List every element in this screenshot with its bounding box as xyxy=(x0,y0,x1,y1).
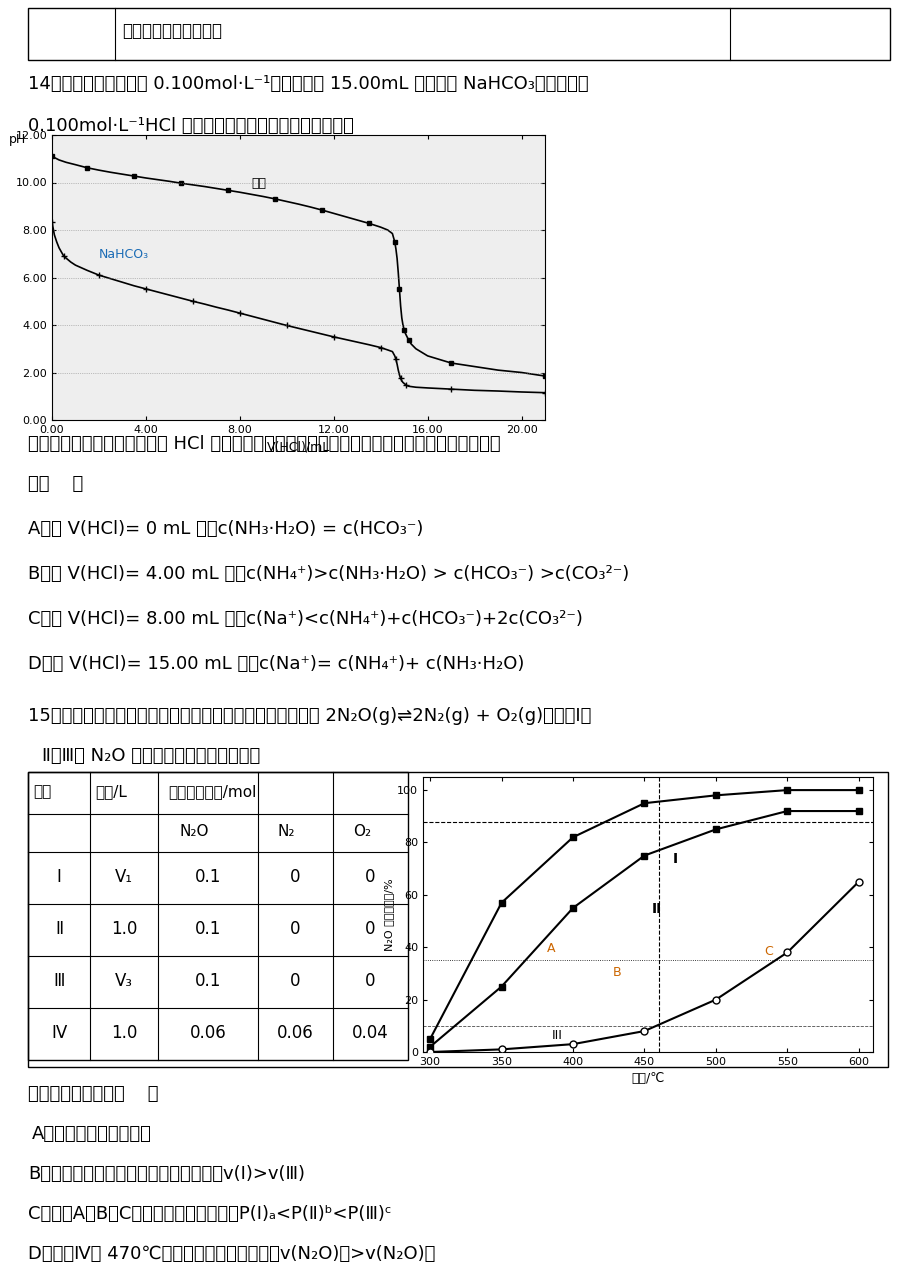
Text: Ⅰ: Ⅰ xyxy=(56,868,62,885)
Text: 下列说法正确的是（    ）: 下列说法正确的是（ ） xyxy=(28,1085,158,1103)
Text: 起始物质的量/mol: 起始物质的量/mol xyxy=(168,784,256,799)
Text: 15．在四个恒容密闭容器中按左下表相应量充入气体，发生 2N₂O(g)⇌2N₂(g) + O₂(g)，容器Ⅰ、: 15．在四个恒容密闭容器中按左下表相应量充入气体，发生 2N₂O(g)⇌2N₂(… xyxy=(28,707,591,725)
Text: 0.1: 0.1 xyxy=(195,920,221,938)
X-axis label: V(HCl)/mL: V(HCl)/mL xyxy=(267,441,330,454)
Text: 容器: 容器 xyxy=(33,784,51,799)
Y-axis label: N₂O 平衡转化率/%: N₂O 平衡转化率/% xyxy=(384,878,394,950)
Text: V₃: V₃ xyxy=(115,972,133,990)
Text: 0.1: 0.1 xyxy=(195,868,221,885)
Text: Ⅱ: Ⅱ xyxy=(55,920,63,938)
Text: 0.100mol·L⁻¹HCl 溶液滴定，其滴定曲线如下图所示：: 0.100mol·L⁻¹HCl 溶液滴定，其滴定曲线如下图所示： xyxy=(28,117,354,135)
Text: 14．常温下，浓度均为 0.100mol·L⁻¹、体积均为 15.00mL 的氨水和 NaHCO₃溶液分别用: 14．常温下，浓度均为 0.100mol·L⁻¹、体积均为 15.00mL 的氨… xyxy=(28,75,588,93)
Text: Ⅳ: Ⅳ xyxy=(51,1024,66,1042)
Text: A．当 V(HCl)= 0 mL 时，c(NH₃·H₂O) = c(HCO₃⁻): A．当 V(HCl)= 0 mL 时，c(NH₃·H₂O) = c(HCO₃⁻) xyxy=(28,520,423,538)
Text: 0.04: 0.04 xyxy=(351,1024,388,1042)
Text: B: B xyxy=(612,966,621,978)
Text: 0: 0 xyxy=(364,868,375,885)
Text: 0: 0 xyxy=(289,868,300,885)
Text: Ⅱ、Ⅲ中 N₂O 平衡转化率如右下图所示：: Ⅱ、Ⅲ中 N₂O 平衡转化率如右下图所示： xyxy=(42,747,260,764)
Text: 0.1: 0.1 xyxy=(195,972,221,990)
Text: A: A xyxy=(547,943,555,956)
Text: O₂: O₂ xyxy=(353,824,370,840)
Text: D．当 V(HCl)= 15.00 mL 时，c(Na⁺)= c(NH₄⁺)+ c(NH₃·H₂O): D．当 V(HCl)= 15.00 mL 时，c(Na⁺)= c(NH₄⁺)+ … xyxy=(28,655,524,673)
Text: N₂: N₂ xyxy=(278,824,295,840)
Text: V₁: V₁ xyxy=(115,868,133,885)
Text: C: C xyxy=(764,945,772,958)
Text: 1.0: 1.0 xyxy=(110,920,137,938)
Bar xyxy=(28,8,889,60)
Text: 0.06: 0.06 xyxy=(277,1024,313,1042)
Text: 容积/L: 容积/L xyxy=(95,784,127,799)
Text: 0.06: 0.06 xyxy=(189,1024,226,1042)
Text: D．容器Ⅳ在 470℃进行反应时，起始速率：v(N₂O)正>v(N₂O)逆: D．容器Ⅳ在 470℃进行反应时，起始速率：v(N₂O)正>v(N₂O)逆 xyxy=(28,1245,435,1263)
Text: 于试管口，试纸不变蓝: 于试管口，试纸不变蓝 xyxy=(122,22,221,39)
Text: Ⅲ: Ⅲ xyxy=(53,972,64,990)
Text: C．当 V(HCl)= 8.00 mL 时，c(Na⁺)<c(NH₄⁺)+c(HCO₃⁻)+2c(CO₃²⁻): C．当 V(HCl)= 8.00 mL 时，c(Na⁺)<c(NH₄⁺)+c(H… xyxy=(28,610,583,628)
Text: 是（    ）: 是（ ） xyxy=(28,475,83,493)
Text: 0: 0 xyxy=(364,972,375,990)
Y-axis label: pH: pH xyxy=(9,134,26,147)
Text: C．图中A、B、C三点处容器内总压强：P(Ⅰ)ₐ<P(Ⅱ)ᵇ<P(Ⅲ)ᶜ: C．图中A、B、C三点处容器内总压强：P(Ⅰ)ₐ<P(Ⅱ)ᵇ<P(Ⅲ)ᶜ xyxy=(28,1205,391,1223)
Text: 氨水: 氨水 xyxy=(251,177,267,190)
Text: B．相同温度下反应时，平均反应速率：v(Ⅰ)>v(Ⅲ): B．相同温度下反应时，平均反应速率：v(Ⅰ)>v(Ⅲ) xyxy=(28,1164,305,1184)
Text: A．该反应的正反应放热: A．该反应的正反应放热 xyxy=(32,1125,152,1143)
Text: 当两溶液中均滴入相同体积的 HCl 溶液时，相应的两溶液中微粒的物质的量浓度关系一定正确的: 当两溶液中均滴入相同体积的 HCl 溶液时，相应的两溶液中微粒的物质的量浓度关系… xyxy=(28,434,500,454)
Text: II: II xyxy=(651,902,661,916)
Text: B．当 V(HCl)= 4.00 mL 时，c(NH₄⁺)>c(NH₃·H₂O) > c(HCO₃⁻) >c(CO₃²⁻): B．当 V(HCl)= 4.00 mL 时，c(NH₄⁺)>c(NH₃·H₂O)… xyxy=(28,564,629,583)
Text: III: III xyxy=(551,1029,562,1042)
Text: I: I xyxy=(673,852,677,866)
Bar xyxy=(28,772,407,1060)
Text: N₂O: N₂O xyxy=(180,824,210,840)
Text: 1.0: 1.0 xyxy=(110,1024,137,1042)
Text: 0: 0 xyxy=(364,920,375,938)
Bar xyxy=(28,772,887,1068)
Text: NaHCO₃: NaHCO₃ xyxy=(99,248,149,261)
X-axis label: 温度/℃: 温度/℃ xyxy=(630,1073,664,1085)
Text: 0: 0 xyxy=(289,972,300,990)
Text: 0: 0 xyxy=(289,920,300,938)
